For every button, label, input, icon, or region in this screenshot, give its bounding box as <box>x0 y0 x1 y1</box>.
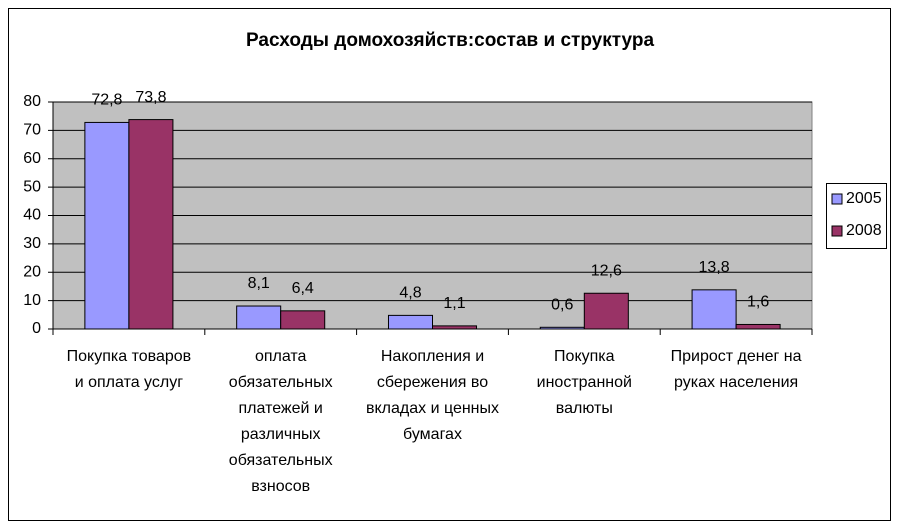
value-label: 4,8 <box>399 285 421 302</box>
y-tick-label: 30 <box>23 235 41 252</box>
y-tick-label: 20 <box>23 263 41 280</box>
bar <box>539 326 585 330</box>
bar <box>280 310 326 330</box>
y-tick-label: 60 <box>23 150 41 167</box>
y-tick-label: 40 <box>23 207 41 224</box>
legend-label: 2008 <box>846 222 882 239</box>
x-tick-label: Прирост денег на руках населения <box>670 348 802 391</box>
value-label: 72,8 <box>91 92 122 109</box>
value-label: 12,6 <box>591 262 622 279</box>
bar <box>387 314 433 330</box>
value-label: 73,8 <box>135 89 166 106</box>
bar <box>691 289 737 330</box>
bar <box>128 119 174 330</box>
y-tick-label: 80 <box>23 93 41 110</box>
x-tick-label: Покупка товаров и оплата услуг <box>66 348 192 391</box>
bar <box>432 325 478 330</box>
value-label: 13,8 <box>699 259 730 276</box>
bar <box>583 292 629 330</box>
y-tick-label: 10 <box>23 292 41 309</box>
value-label: 1,1 <box>443 295 465 312</box>
chart-title: Расходы домохозяйств:состав и структура <box>246 30 654 51</box>
y-tick-label: 0 <box>32 320 41 337</box>
x-tick-label: оплата обязательных платежей и различных… <box>228 348 333 495</box>
value-label: 8,1 <box>248 275 270 292</box>
x-tick-label: Покупка иностранной валюты <box>536 348 632 417</box>
value-label: 6,4 <box>292 280 314 297</box>
legend-label: 2005 <box>846 190 882 207</box>
legend-swatch <box>831 193 843 205</box>
value-label: 1,6 <box>747 294 769 311</box>
legend-swatch <box>831 225 843 237</box>
bar <box>236 305 282 330</box>
value-label: 0,6 <box>551 297 573 314</box>
y-tick-label: 50 <box>23 178 41 195</box>
bar <box>735 323 781 330</box>
bar <box>84 121 130 330</box>
y-tick-label: 70 <box>23 122 41 139</box>
x-tick-label: Накопления и сбережения во вкладах и цен… <box>365 348 500 443</box>
